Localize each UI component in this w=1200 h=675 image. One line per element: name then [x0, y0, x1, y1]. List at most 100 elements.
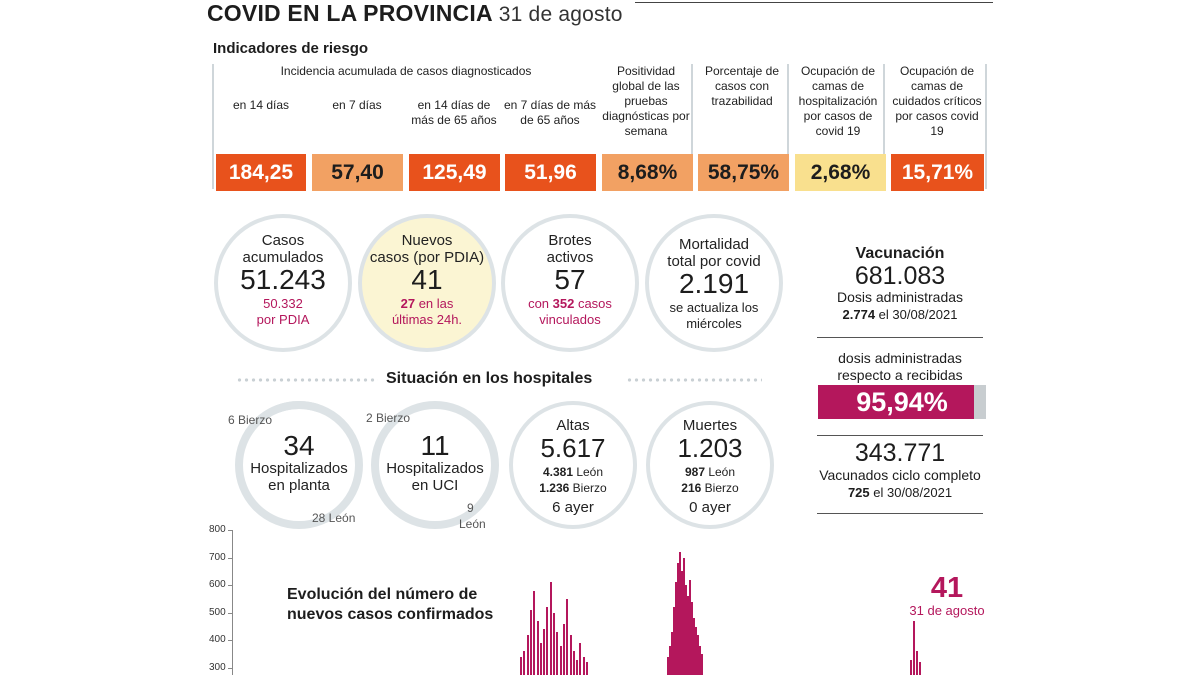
chart-bar	[685, 585, 687, 675]
chart-bar	[569, 634, 572, 675]
casos-label-2: acumulados	[242, 249, 324, 266]
y-tick-label: 300	[209, 662, 226, 673]
mortalidad-card: Mortalidad total por covid 2.191 se actu…	[645, 214, 783, 352]
chart-title-line-2: nuevos casos confirmados	[287, 606, 494, 623]
chart-bar	[699, 645, 701, 675]
y-tick-label: 700	[209, 552, 226, 563]
uci-leon-num: 9	[467, 501, 474, 515]
ind-value-7: 15,71%	[891, 154, 984, 191]
chart-bar	[562, 623, 565, 675]
casos-label-1: Casos	[261, 232, 305, 249]
chart-bar	[675, 582, 677, 675]
annotation-label: 31 de agosto	[909, 603, 985, 618]
brotes-casos-pre: con	[528, 296, 553, 311]
casos-value: 51.243	[240, 264, 326, 295]
ind-label-0: en 14 días	[232, 98, 290, 112]
chart-bar	[582, 656, 585, 675]
chart-bar	[689, 579, 691, 675]
chart-bar	[579, 643, 582, 675]
chart-title-line-1: Evolución del número de	[287, 586, 478, 603]
chart-bar	[526, 634, 529, 675]
col-frame-uci	[885, 64, 987, 189]
section-label-indicadores: Indicadores de riesgo	[213, 40, 369, 57]
ind-value-2: 125,49	[409, 154, 500, 191]
chart-bar	[586, 662, 588, 675]
chart-bar	[559, 645, 562, 675]
chart-bar	[566, 599, 569, 675]
muertes-leon-num: 987	[684, 465, 705, 479]
vac-divider-3	[817, 513, 983, 514]
uci-leon-text: León	[459, 517, 486, 531]
vac-completo-day: 725 el 30/08/2021	[800, 485, 1000, 500]
mortalidad-note-1: se actualiza los	[669, 300, 759, 315]
ind-label-4: Positividad global de las pruebas diagnó…	[602, 64, 690, 138]
nuevos-24h-line: 27 en las	[362, 296, 492, 312]
brotes-casos-line: con 352 casos	[505, 296, 635, 312]
chart-bar	[671, 632, 673, 675]
vac-ratio-track: 95,94%	[818, 385, 986, 419]
ind-value-3: 51,96	[505, 154, 596, 191]
brotes-label-1: Brotes	[548, 232, 592, 249]
chart-bar	[695, 626, 697, 675]
muertes-card: Muertes 1.203 987 León 216 Bierzo 0 ayer	[646, 401, 774, 529]
planta-label-1: Hospitalizados	[250, 460, 348, 477]
chart-title: Evolución del número de nuevos casos con…	[287, 585, 493, 625]
brotes-casos-post: casos	[574, 296, 612, 311]
hospitals-title: Situación en los hospitales	[386, 370, 593, 387]
chart-bar	[683, 557, 685, 675]
vac-dosis-day-num: 2.774	[842, 307, 876, 322]
chart-bar	[520, 656, 522, 675]
chart-bar	[549, 582, 552, 675]
chart-bar	[539, 643, 542, 675]
page-title: COVID EN LA PROVINCIA 31 de agosto	[207, 0, 623, 27]
chart-bar	[536, 621, 539, 675]
vac-title: Vacunación	[855, 245, 945, 262]
vac-completo-day-num: 725	[847, 485, 870, 500]
muertes-bierzo-line: 216 Bierzo	[650, 480, 770, 496]
nuevos-24h-label: últimas 24h.	[391, 312, 463, 327]
brotes-casos-num: 352	[552, 296, 575, 311]
ind-label-2: en 14 días de más de 65 años	[411, 98, 497, 127]
y-tick-mark	[228, 667, 233, 669]
uci-label-1: Hospitalizados	[386, 460, 484, 477]
annotation-value: 41	[930, 572, 964, 604]
chart-bar	[916, 651, 918, 675]
y-tick-mark	[228, 557, 233, 559]
ind-label-7: Ocupación de camas de cuidados críticos …	[892, 64, 982, 138]
muertes-ayer: 0 ayer	[689, 499, 731, 516]
vac-completo-label: Vacunados ciclo completo	[819, 467, 981, 483]
vac-divider-1	[817, 337, 983, 338]
muertes-bierzo-num: 216	[681, 481, 702, 495]
ind-value-5: 58,75%	[698, 154, 789, 191]
title-date: 31 de agosto	[498, 3, 623, 26]
planta-bierzo-note: 6 Bierzo	[228, 413, 273, 427]
altas-leon-num: 4.381	[542, 465, 573, 479]
chart-bar	[556, 632, 559, 675]
y-tick-mark	[228, 612, 233, 614]
mortalidad-label-1: Mortalidad	[678, 236, 750, 253]
uci-label-2: en UCI	[411, 477, 459, 494]
altas-value: 5.617	[540, 433, 606, 463]
muertes-bierzo-txt: Bierzo	[701, 481, 739, 495]
chart-bar	[701, 654, 703, 675]
y-tick-label: 800	[209, 524, 226, 535]
chart-bar	[576, 659, 579, 675]
vac-divider-2	[817, 435, 983, 436]
chart-bar	[913, 621, 915, 675]
nuevos-24h-text: en las	[415, 296, 454, 311]
title-text: COVID EN LA PROVINCIA	[207, 0, 493, 26]
vac-completo-day-txt: el 30/08/2021	[869, 485, 953, 500]
altas-bierzo-line: 1.236 Bierzo	[513, 480, 633, 496]
col-frame-trazabilidad	[693, 64, 789, 189]
nuevos-value: 41	[411, 264, 443, 295]
chart-bar	[919, 662, 921, 675]
dots-right	[626, 378, 762, 382]
casos-pdia-value: 50.332	[263, 296, 303, 311]
chart-bar	[681, 571, 683, 675]
brotes-value: 57	[554, 264, 586, 295]
chart-bar	[523, 651, 526, 675]
chart-bar	[667, 656, 669, 675]
brotes-casos-label: vinculados	[539, 312, 601, 327]
altas-ayer: 6 ayer	[552, 499, 594, 516]
chart-bar	[691, 601, 693, 675]
